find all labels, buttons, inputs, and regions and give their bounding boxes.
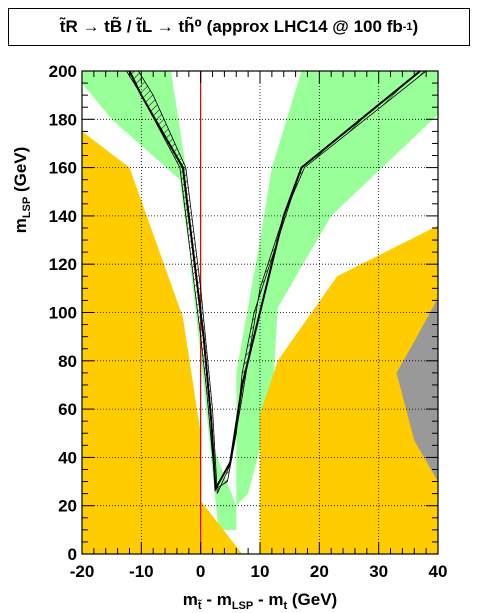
y-axis-label-end: (GeV)	[11, 147, 30, 197]
x-tick-label: 40	[429, 562, 448, 581]
x-tick-label: 30	[369, 562, 388, 581]
y-tick-label: 200	[49, 62, 77, 81]
green-region	[82, 71, 438, 530]
y-tick-label: 120	[49, 255, 77, 274]
x-tick-label: -20	[70, 562, 95, 581]
uncertainty-band	[126, 71, 427, 494]
y-tick-label: 80	[58, 352, 77, 371]
orange-region-right	[260, 225, 438, 554]
central-line	[128, 71, 421, 493]
x-axis-label-sub3: t	[283, 600, 287, 612]
x-tick-label: -10	[129, 562, 154, 581]
x-axis-label: mt̃ - mLSP - mt (GeV)	[183, 590, 337, 612]
x-axis-label-mid1: - m	[202, 590, 232, 609]
tick-labels-layer: -20 -10 0 10 20 30 40 0 20 40 60 80 100 120 140 160 180 2…	[49, 62, 448, 581]
x-axis-label-end: (GeV)	[287, 590, 337, 609]
x-tick-label: 20	[310, 562, 329, 581]
x-axis-label-mid2: - m	[253, 590, 283, 609]
orange-region-left	[82, 131, 243, 554]
gray-region	[396, 298, 438, 482]
axes-layer	[81, 70, 439, 555]
chart-title-sup: -1	[402, 21, 413, 33]
chart-title: t̃R → tB̃ / t̃L → th̃⁰ (approx LHC14 @ 1…	[8, 8, 470, 46]
y-tick-label: 160	[49, 159, 77, 178]
x-tick-label: 10	[251, 562, 270, 581]
y-tick-label: 60	[58, 400, 77, 419]
y-tick-label: 180	[49, 110, 77, 129]
chart-title-close: )	[412, 17, 419, 36]
x-axis-label-sub1: t̃	[198, 599, 202, 612]
band-edge-right	[138, 71, 427, 494]
y-tick-label: 100	[49, 304, 77, 323]
y-axis-label-m: m	[11, 218, 30, 233]
y-axis-label-sub: LSP	[21, 197, 33, 218]
y-tick-label: 140	[49, 207, 77, 226]
x-tick-label: 0	[196, 562, 205, 581]
y-tick-label: 20	[58, 497, 77, 516]
regions-layer	[82, 71, 438, 554]
y-tick-label: 0	[68, 545, 77, 564]
band-layer	[126, 71, 427, 494]
chart-title-text: t̃R → tB̃ / t̃L → th̃⁰ (approx LHC14 @ 1…	[59, 17, 403, 36]
x-axis-label-m1: m	[183, 590, 198, 609]
x-axis-label-sub2: LSP	[232, 600, 253, 612]
y-axis-label: mLSP (GeV)	[11, 147, 33, 234]
y-tick-label: 40	[58, 448, 77, 467]
